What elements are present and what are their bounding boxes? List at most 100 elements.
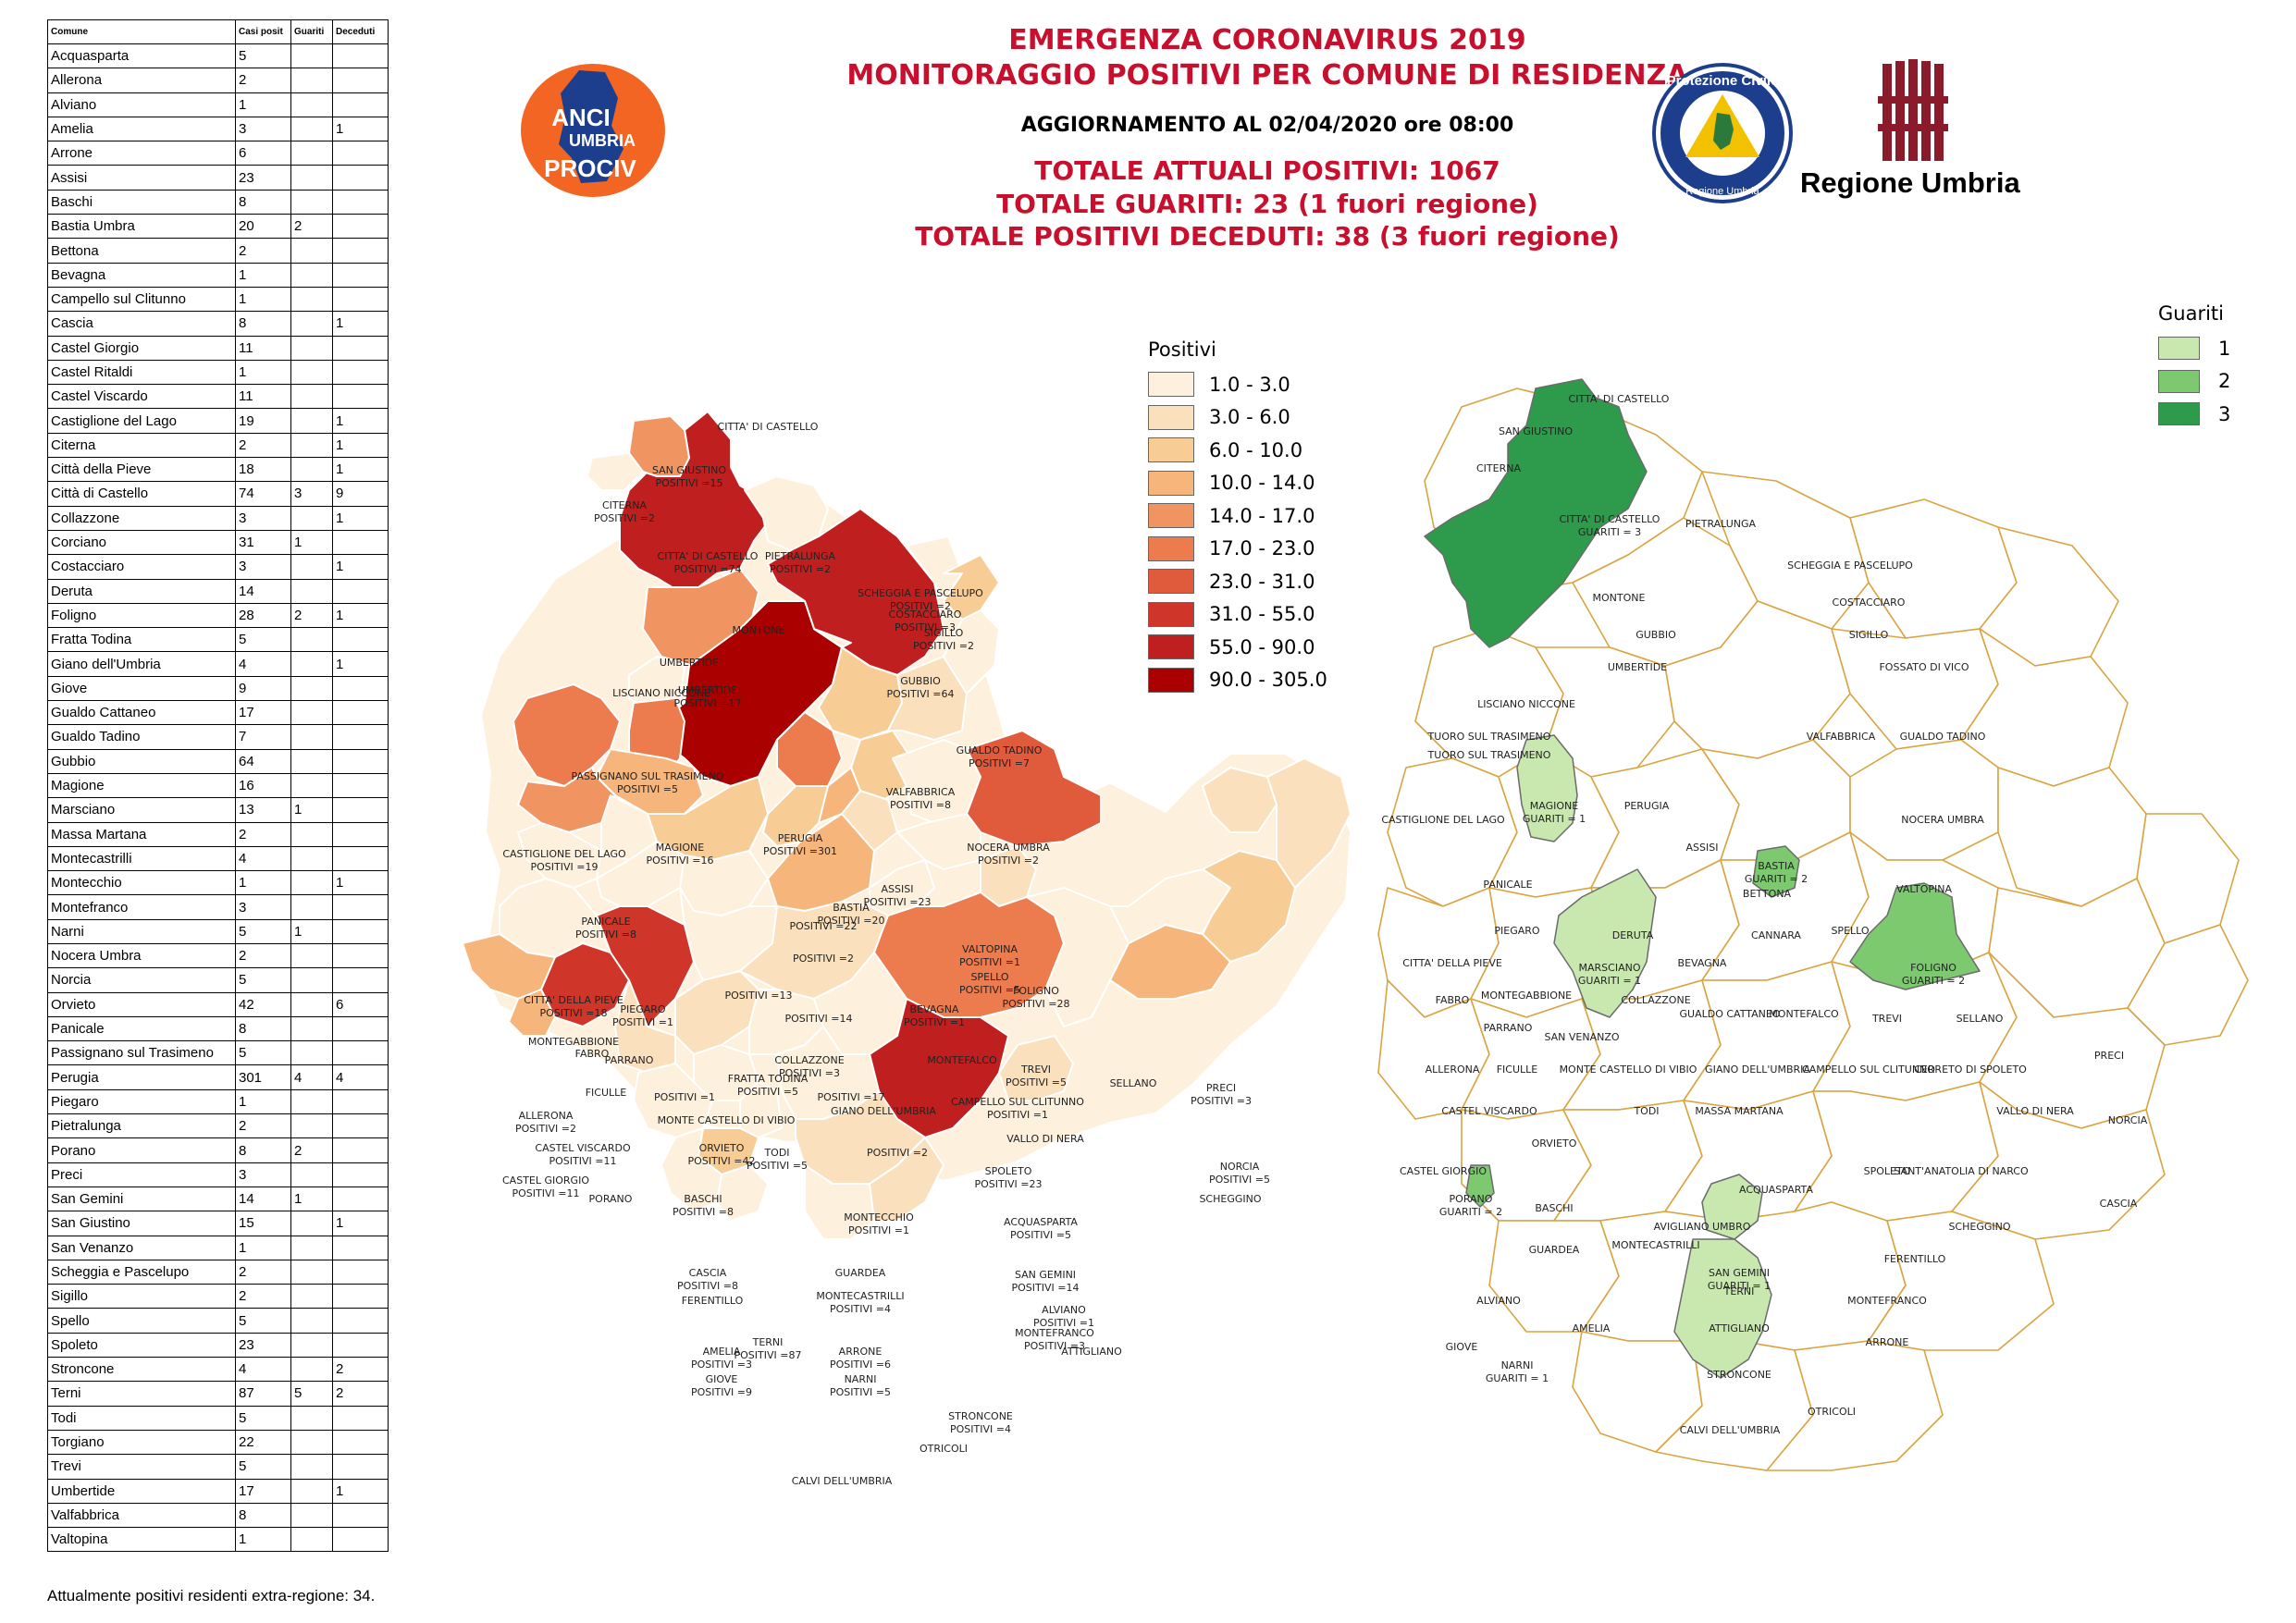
- map-label: GUBBIO: [1636, 629, 1676, 641]
- table-cell: 2: [332, 1357, 389, 1383]
- map-label: GUARDEA: [835, 1267, 886, 1279]
- map-label: POSITIVI =13: [725, 990, 793, 1002]
- table-cell: 1: [235, 870, 291, 896]
- map-label: ATTIGLIANO: [1709, 1322, 1770, 1334]
- table-cell: [332, 384, 389, 410]
- recovered-area: [1424, 378, 1648, 648]
- map-label: SCHEGGINO: [1199, 1193, 1261, 1205]
- table-cell: [290, 116, 333, 142]
- table-cell: [332, 772, 389, 799]
- municipality-area: [586, 452, 644, 491]
- map-label: OTRICOLI: [920, 1443, 968, 1455]
- map-label: CERRETO DI SPOLETO: [1914, 1064, 2027, 1076]
- table-cell: 2: [290, 602, 333, 629]
- table-row: Bastia Umbra 20 2: [47, 214, 389, 240]
- table-row: Castel Viscardo 11: [47, 384, 389, 410]
- map-label: FABRO: [575, 1048, 610, 1060]
- map-label: TERNI: [1723, 1285, 1755, 1297]
- table-cell: [290, 821, 333, 847]
- table-cell: [290, 700, 333, 726]
- map-label: CANNARA: [1751, 929, 1801, 941]
- municipality-boundary: [1664, 600, 1851, 759]
- map-label: SAN GIUSTINO POSITIVI =15: [652, 464, 726, 489]
- municipality-area: [896, 813, 981, 870]
- table-cell: 3: [235, 894, 291, 920]
- table-cell: Castiglione del Lago: [47, 408, 236, 434]
- table-cell: 28: [235, 602, 291, 629]
- positive-legend-swatch: [1148, 437, 1194, 463]
- municipality-area: [1202, 850, 1296, 963]
- map-label: CITTA' DI CASTELLO: [1569, 393, 1670, 405]
- positive-legend-item: 55.0 - 90.0: [1148, 631, 1327, 664]
- table-cell: Bettona: [47, 238, 236, 264]
- map-label: SELLANO: [1957, 1013, 2004, 1025]
- table-cell: 64: [235, 748, 291, 774]
- table-cell: Preci: [47, 1162, 236, 1187]
- map-label: MONTEGABBIONE: [1481, 990, 1572, 1002]
- map-label: VALLO DI NERA: [1006, 1133, 1084, 1145]
- table-row: Piegaro 1: [47, 1088, 389, 1115]
- map-label: CALVI DELL'UMBRIA: [792, 1475, 893, 1487]
- map-label: CAMPELLO SUL CLITUNNO: [1802, 1064, 1935, 1076]
- map-label: PORANO: [589, 1193, 633, 1205]
- map-label: CITERNA POSITIVI =2: [594, 499, 655, 524]
- municipality-area: [1202, 767, 1278, 833]
- positive-legend-item: 23.0 - 31.0: [1148, 565, 1327, 598]
- table-cell: 4: [235, 651, 291, 677]
- map-label: GIOVE POSITIVI =9: [691, 1373, 752, 1398]
- positive-legend-label: 90.0 - 305.0: [1209, 669, 1327, 692]
- positive-legend-label: 1.0 - 3.0: [1209, 373, 1290, 396]
- map-label: POSITIVI =1: [654, 1091, 715, 1103]
- table-cell: Passignano sul Trasimeno: [47, 1040, 236, 1066]
- map-label: MONTONE: [1593, 592, 1646, 604]
- table-cell: Castel Viscardo: [47, 384, 236, 410]
- map-label: VALTOPINA POSITIVI =1: [959, 943, 1020, 968]
- table-cell: Campello sul Clitunno: [47, 286, 236, 313]
- map-label: LISCIANO NICCONE: [612, 687, 710, 699]
- table-cell: 1: [332, 870, 389, 896]
- table-cell: 23: [235, 1332, 291, 1359]
- table-cell: 17: [235, 1478, 291, 1504]
- table-cell: [332, 214, 389, 240]
- table-cell: 5: [290, 1381, 333, 1407]
- table-cell: [290, 165, 333, 191]
- regione-umbria-emblem: [1878, 59, 1948, 161]
- table-cell: 1: [332, 602, 389, 629]
- table-cell: 2: [235, 1284, 291, 1309]
- table-row: Alviano 1: [47, 92, 389, 117]
- map-label: MONTECASTRILLI POSITIVI =4: [816, 1290, 904, 1315]
- map-label: TREVI POSITIVI =5: [1006, 1064, 1067, 1088]
- table-cell: 19: [235, 408, 291, 434]
- table-cell: 1: [332, 1478, 389, 1504]
- map-label: PRECI: [2094, 1050, 2124, 1062]
- table-row: Pietralunga 2: [47, 1113, 389, 1139]
- table-cell: 11: [235, 384, 291, 410]
- table-cell: [332, 700, 389, 726]
- table-cell: [332, 529, 389, 556]
- table-cell: Citerna: [47, 432, 236, 459]
- table-cell: [290, 1478, 333, 1504]
- map-label: GUALDO TADINO POSITIVI =7: [957, 744, 1043, 769]
- map-label: OTRICOLI: [1808, 1406, 1856, 1418]
- table-cell: [332, 748, 389, 774]
- table-row: Norcia 5: [47, 967, 389, 993]
- map-label: POSITIVI =2: [867, 1147, 928, 1159]
- positive-legend-item: 14.0 - 17.0: [1148, 499, 1327, 533]
- table-cell: 2: [235, 942, 291, 969]
- map-label: SCHEGGIA E PASCELUPO POSITIVI =2: [858, 587, 983, 612]
- table-cell: Giano dell'Umbria: [47, 651, 236, 677]
- table-cell: Stroncone: [47, 1357, 236, 1383]
- table-row: Costacciaro 3 1: [47, 554, 389, 580]
- table-cell: [332, 967, 389, 993]
- table-cell: San Giustino: [47, 1211, 236, 1236]
- map-label: MONTEFALCO: [927, 1054, 997, 1066]
- map-label: MONTECASTRILLI: [1611, 1239, 1699, 1251]
- map-label: SAN VENANZO: [1544, 1031, 1619, 1043]
- positive-legend-label: 10.0 - 14.0: [1209, 472, 1315, 495]
- table-cell: 8: [235, 311, 291, 337]
- cases-table: Comune Casi posit Guariti Deceduti Acquaspa…: [47, 19, 389, 1553]
- table-row: Cascia 8 1: [47, 311, 389, 337]
- map-label: BASTIA POSITIVI =20: [818, 902, 885, 927]
- table-cell: Orvieto: [47, 991, 236, 1017]
- map-label: STRONCONE POSITIVI =4: [948, 1410, 1013, 1435]
